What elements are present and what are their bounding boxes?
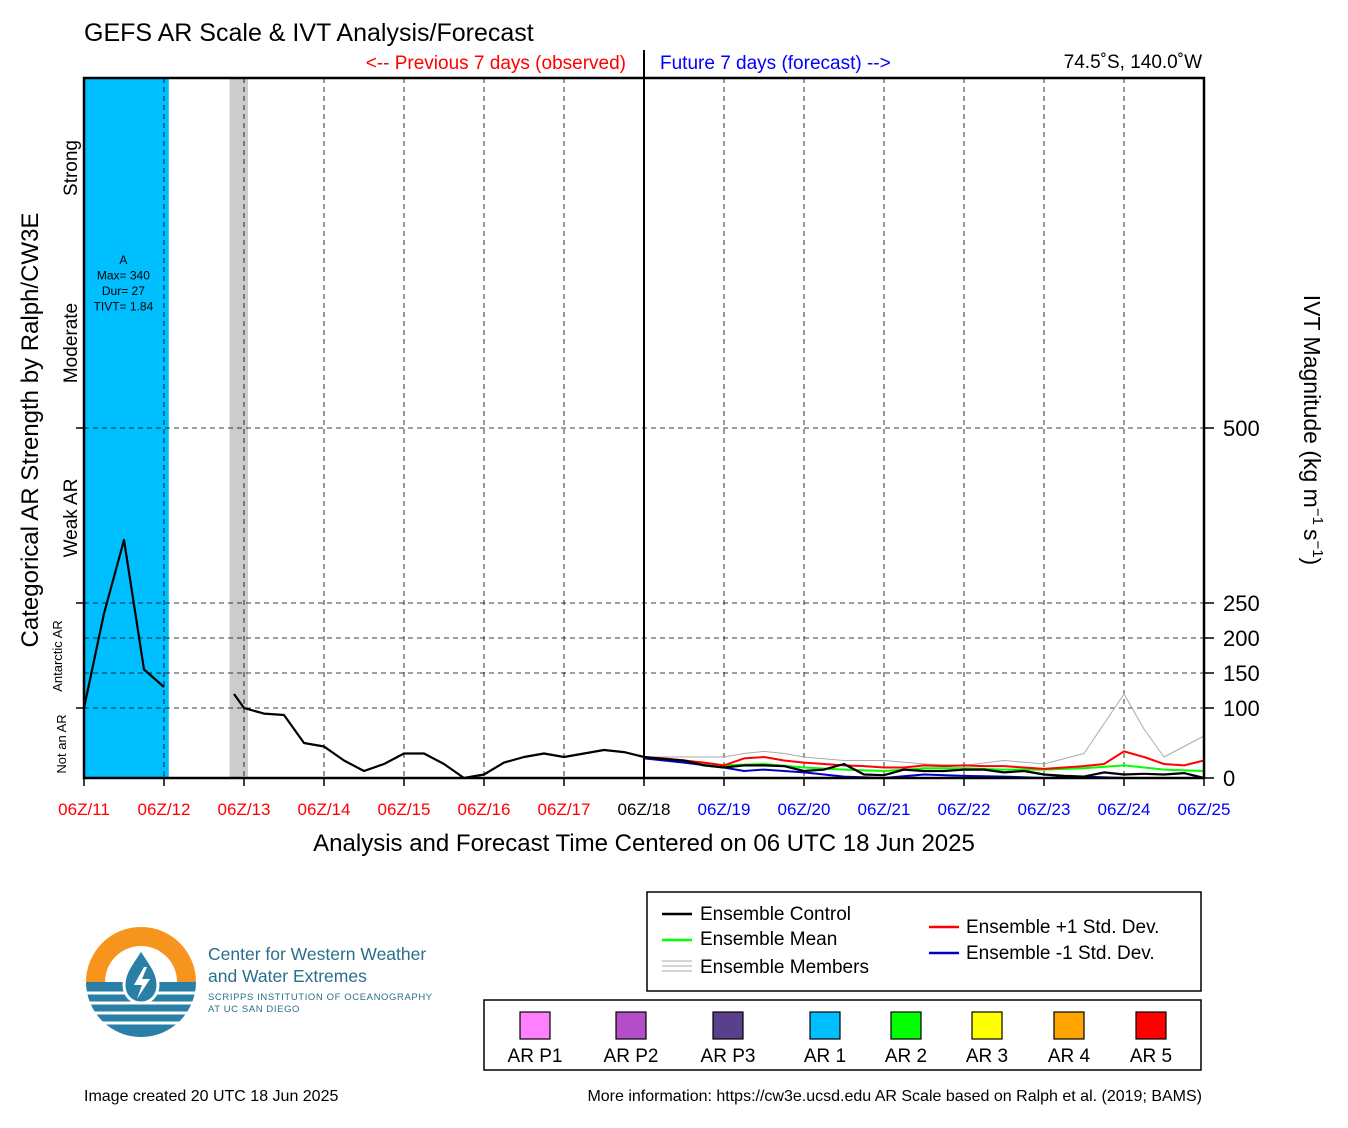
logo-title: Center for Western Weather and Water Extr… [208, 944, 427, 986]
ensemble-legend [646, 891, 1202, 992]
legend-mean-label: Ensemble Mean [700, 929, 837, 950]
ar-scale-label: AR 4 [1048, 1046, 1091, 1067]
x-tick-label: 06Z/24 [1098, 800, 1151, 819]
ar-scale-swatch [519, 1011, 551, 1040]
event-label-line: A [119, 253, 127, 267]
x-tick-label: 06Z/25 [1178, 800, 1231, 819]
x-tick-label: 06Z/16 [458, 800, 511, 819]
series-lines [82, 538, 1205, 780]
x-tick-label: 06Z/11 [58, 800, 110, 819]
x-tick-label: 06Z/19 [698, 800, 751, 819]
y-tick-label: 0 [1223, 766, 1235, 791]
y-tick-label: 200 [1223, 626, 1260, 651]
x-tick-label: 06Z/17 [538, 800, 591, 819]
ar-scale-label: AR P3 [701, 1046, 756, 1067]
x-tick-label: 06Z/18 [618, 800, 671, 819]
event-label-line: TIVT= 1.84 [94, 300, 154, 314]
more-info-text: More information: https://cw3e.ucsd.edu … [587, 1088, 1202, 1105]
y-tick-label: 150 [1223, 661, 1260, 686]
x-tick-label: 06Z/13 [218, 800, 271, 819]
category-label: Antarctic AR [50, 620, 65, 692]
y-tick-label: 250 [1223, 591, 1260, 616]
ar-scale-swatch [712, 1011, 744, 1040]
ar-scale-swatch [1135, 1011, 1167, 1040]
logo-subtitle: SCRIPPS INSTITUTION OF OCEANOGRAPHY AT UC… [208, 992, 433, 1015]
x-tick-label: 06Z/15 [378, 800, 431, 819]
ar-scale-swatch [890, 1011, 922, 1040]
y-tick-label: 100 [1223, 696, 1260, 721]
legend-control-label: Ensemble Control [700, 904, 851, 925]
cw3e-logo-icon [86, 927, 196, 1037]
event-label-line: Max= 340 [97, 269, 150, 283]
x-tick-label: 06Z/20 [778, 800, 831, 819]
x-tick-label: 06Z/12 [138, 800, 191, 819]
right-axis-label: IVT Magnitude (kg m−1s−1) [1299, 295, 1326, 565]
ar-scale-label: AR P2 [604, 1046, 659, 1067]
legend-members-label: Ensemble Members [700, 957, 869, 978]
legend-plus-label: Ensemble +1 Std. Dev. [966, 917, 1159, 938]
event-label-line: Dur= 27 [102, 284, 145, 298]
ar-scale-label: AR 5 [1130, 1046, 1172, 1067]
x-tick-label: 06Z/14 [298, 800, 351, 819]
chart-title: GEFS AR Scale & IVT Analysis/Forecast [84, 19, 534, 47]
left-axis-label: Categorical AR Strength by Ralph/CW3E [17, 213, 44, 648]
category-label: Moderate [61, 303, 82, 383]
y-axis-ticks: 0 100 150 200 250 500 [76, 416, 1260, 791]
category-label: Not an AR [54, 714, 69, 773]
ar-scale-swatch [1053, 1011, 1085, 1040]
legend-members-swatch [662, 960, 692, 972]
cw3e-logo: Center for Western Weather and Water Extr… [84, 925, 474, 1040]
y-tick-label: 500 [1223, 416, 1260, 441]
x-axis-label: Analysis and Forecast Time Centered on 0… [313, 830, 975, 857]
series-ensemble-control [82, 538, 1205, 780]
previous-days-label: <-- Previous 7 days (observed) [366, 53, 626, 74]
legend-minus-label: Ensemble -1 Std. Dev. [966, 943, 1155, 964]
created-timestamp: Image created 20 UTC 18 Jun 2025 [84, 1088, 339, 1105]
x-tick-label: 06Z/22 [938, 800, 991, 819]
category-labels: Not an AR Antarctic AR Weak AR Moderate Stro… [50, 140, 82, 774]
ar1-event-band [84, 78, 169, 778]
event-bands [84, 78, 248, 778]
ar-scale-label: AR 3 [966, 1046, 1008, 1067]
x-tick-label: 06Z/21 [858, 800, 911, 819]
x-axis-ticks: 06Z/11 06Z/12 06Z/13 06Z/14 06Z/15 06Z/16 06Z/… [58, 778, 1230, 819]
ar-scale-swatch [615, 1011, 647, 1040]
ar-scale-swatch [971, 1011, 1003, 1040]
category-label: Strong [61, 140, 82, 196]
ar-scale-label: AR P1 [508, 1046, 563, 1067]
ar-scale-label: AR 2 [885, 1046, 927, 1067]
category-label: Weak AR [61, 479, 82, 558]
ar-scale-label: AR 1 [804, 1046, 846, 1067]
series-ensemble-mean [643, 756, 1205, 772]
future-days-label: Future 7 days (forecast) --> [660, 53, 891, 74]
series-ensemble-1-std-dev- [643, 750, 1205, 770]
series-ensemble-members [644, 693, 1205, 766]
ar-scale-swatch [809, 1011, 841, 1040]
x-tick-label: 06Z/23 [1018, 800, 1071, 819]
ar-scale-items: AR P1 AR P2 AR P3 AR 1 AR 2 AR 3 AR 4 AR 5 [508, 1011, 1172, 1067]
location-label: 74.5˚S, 140.0˚W [1064, 52, 1202, 73]
